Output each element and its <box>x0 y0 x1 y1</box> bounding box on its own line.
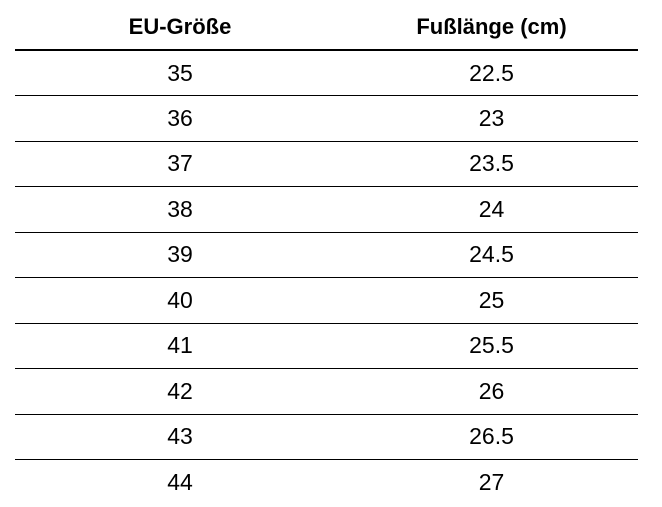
table-row: 42 26 <box>15 368 638 415</box>
table-row: 40 25 <box>15 277 638 324</box>
cell-foot-length: 23.5 <box>345 141 638 187</box>
cell-eu-size: 36 <box>15 95 345 142</box>
table-row: 36 23 <box>15 95 638 142</box>
cell-foot-length: 26 <box>345 368 638 415</box>
table-row: 39 24.5 <box>15 232 638 278</box>
table-row: 41 25.5 <box>15 323 638 369</box>
cell-eu-size: 39 <box>15 232 345 278</box>
cell-eu-size: 40 <box>15 277 345 324</box>
cell-foot-length: 27 <box>478 469 505 495</box>
header-row: EU-Größe Fußlänge (cm) <box>15 0 638 51</box>
header-foot-length: Fußlänge (cm) <box>345 0 638 51</box>
cell-eu-size: 38 <box>15 186 345 233</box>
table-row: 35 22.5 <box>15 50 638 96</box>
size-table: EU-Größe Fußlänge (cm) 35 22.5 36 23 37 23.5 3… <box>15 0 638 505</box>
cell-foot-length: 26.5 <box>345 414 638 460</box>
cell-eu-size: 43 <box>15 414 345 460</box>
cell-foot-length: 25 <box>345 277 638 324</box>
table-row: 43 26.5 <box>15 414 638 460</box>
cell-eu-size: 41 <box>15 323 345 369</box>
header-eu-size: EU-Größe <box>15 0 345 51</box>
cell-eu-size: 42 <box>15 368 345 415</box>
table-row: 44 27 <box>15 460 638 506</box>
cell-foot-length: 25.5 <box>345 323 638 369</box>
cell-foot-length: 24.5 <box>345 232 638 278</box>
table-row: 38 24 <box>15 186 638 233</box>
cell-foot-length: 22.5 <box>345 50 638 96</box>
cell-eu-size: 37 <box>15 141 345 187</box>
cell-foot-length: 23 <box>345 95 638 142</box>
table-row: 37 23.5 <box>15 141 638 187</box>
cell-foot-length: 24 <box>345 186 638 233</box>
cell-eu-size: 35 <box>15 50 345 96</box>
cell-eu-size: 44 <box>167 469 193 495</box>
